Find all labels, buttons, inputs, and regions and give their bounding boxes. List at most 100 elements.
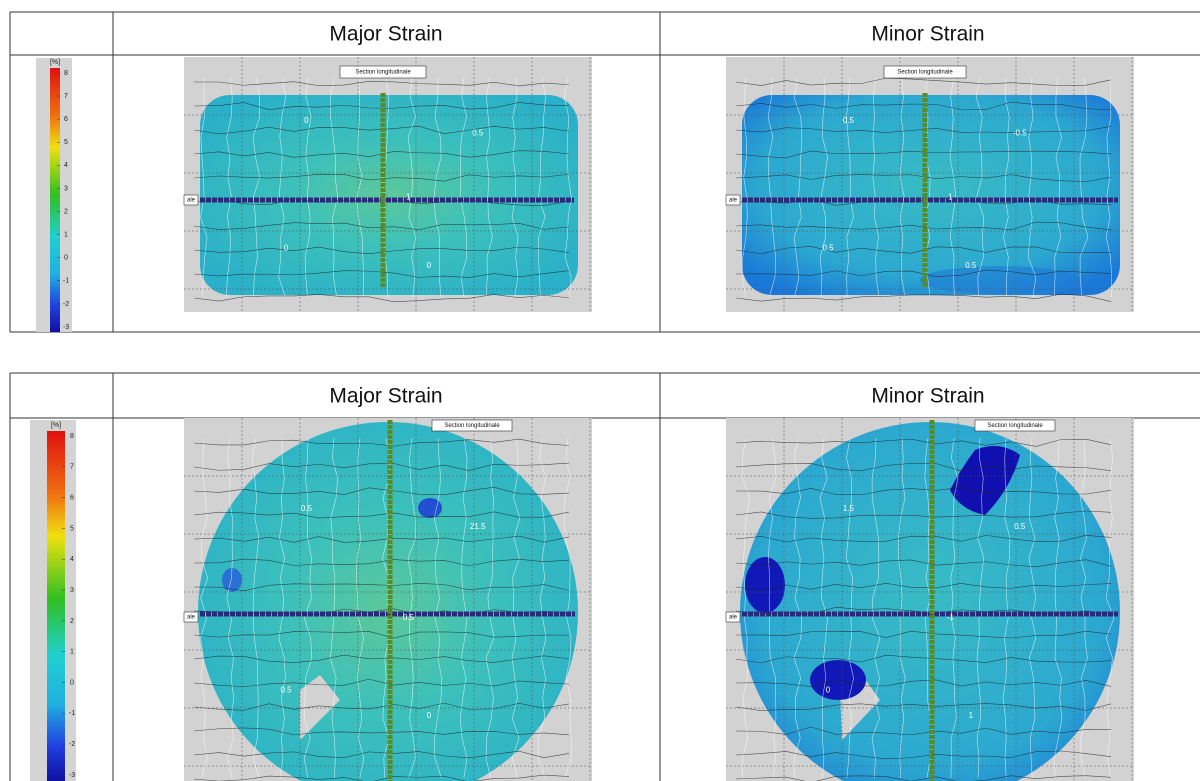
streamline — [193, 583, 570, 592]
streamline — [278, 76, 287, 298]
streamline — [537, 437, 547, 779]
streamline — [819, 437, 828, 779]
streamline — [193, 750, 570, 759]
colorbar-tick-label: -2 — [69, 741, 75, 748]
streamline — [193, 511, 570, 519]
contour-label: 0.5 — [822, 243, 834, 252]
colorbar-tick-label: 3 — [70, 587, 74, 594]
streamline — [193, 678, 570, 688]
streamline — [1053, 76, 1062, 298]
streamline — [767, 76, 776, 298]
cut-label: ale — [187, 198, 196, 204]
streamline — [1003, 76, 1010, 298]
colorbar-tick-label: 1 — [64, 231, 68, 238]
contour-label: 0 — [826, 685, 831, 694]
contour-label: 0.5 — [472, 129, 484, 138]
contour-label: 0.5 — [301, 504, 313, 513]
streamline — [735, 535, 1112, 543]
streamline — [735, 150, 1112, 159]
streamline — [200, 437, 209, 779]
colorbar-tick-label: 1 — [70, 649, 74, 656]
streamline — [1105, 437, 1115, 779]
colorbar-tick-label: 7 — [70, 464, 74, 471]
streamline — [899, 76, 906, 298]
colorbar-tick-label: 2 — [64, 208, 68, 215]
colorbar-tick-label: 5 — [64, 139, 68, 146]
colorbar-tick-label: -3 — [63, 324, 69, 331]
streamline — [193, 294, 570, 303]
section-label: Section longitudinale — [987, 423, 1043, 429]
streamline — [330, 76, 338, 298]
streamline — [193, 222, 570, 231]
label-box — [183, 194, 199, 206]
streamline — [735, 77, 1112, 87]
streamline — [741, 76, 748, 298]
streamline — [735, 726, 1112, 736]
contour-label: 0.5 — [403, 613, 415, 622]
streamline — [193, 702, 570, 711]
contour-label: 0 — [427, 261, 432, 270]
table-frame — [9, 11, 1200, 333]
contour-label: 21.5 — [470, 522, 486, 531]
cut-label: ale — [729, 615, 738, 621]
streamline — [735, 510, 1112, 519]
label-box — [431, 419, 513, 432]
contour-label: 0 — [304, 116, 309, 125]
streamline — [950, 437, 959, 779]
colorbar — [47, 431, 65, 781]
streamline — [1053, 437, 1063, 779]
streamline — [193, 438, 570, 447]
streamline — [871, 437, 881, 779]
streamline — [1079, 437, 1088, 779]
streamline — [485, 76, 493, 298]
colorbar-tick-label: 7 — [64, 93, 68, 100]
contour-label: 0.5 — [280, 685, 292, 694]
streamline — [735, 703, 1112, 711]
streamline — [735, 487, 1112, 496]
streamline — [846, 76, 854, 298]
colorbar-tick-label: 4 — [70, 556, 74, 563]
streamline — [563, 76, 572, 298]
streamline — [793, 76, 803, 298]
streamline — [193, 774, 570, 781]
colorbar-tick-label: 0 — [70, 679, 74, 686]
streamline — [193, 81, 570, 87]
colorbar-unit: [%] — [50, 59, 60, 66]
streamline — [898, 437, 906, 779]
contour-label: 1.5 — [843, 504, 855, 513]
section-label: Section longitudinale — [355, 70, 411, 76]
contour-label: 0.5 — [843, 116, 855, 125]
column-header: Minor Strain — [871, 385, 984, 408]
colorbar-tick-label: 2 — [70, 618, 74, 625]
colorbar — [50, 68, 60, 332]
streamline — [819, 76, 828, 298]
streamline — [735, 750, 1112, 760]
streamline — [735, 559, 1112, 568]
cut-label: ale — [729, 198, 738, 204]
cut-label: ale — [187, 615, 196, 621]
streamline — [278, 437, 286, 779]
label-box — [974, 419, 1056, 432]
colorbar-tick-label: -1 — [63, 278, 69, 285]
streamline — [193, 462, 570, 471]
streamline — [735, 654, 1112, 664]
column-header: Minor Strain — [871, 23, 984, 46]
streamline — [407, 76, 417, 298]
strain-map: 0.5 -0.5 1 0.5 0.5 — [726, 57, 1134, 312]
streamline — [1027, 76, 1037, 298]
streamline — [193, 246, 570, 254]
streamline — [735, 438, 1112, 447]
colorbar-tick-label: 6 — [70, 494, 74, 501]
streamline — [193, 727, 570, 736]
streamline — [949, 76, 957, 298]
colorbar-tick-label: -1 — [69, 710, 75, 717]
label-box — [183, 611, 199, 623]
column-header: Major Strain — [329, 23, 442, 46]
colorbar-tick-label: -3 — [69, 772, 75, 779]
streamline — [193, 654, 570, 663]
streamline — [303, 437, 313, 779]
contour-label: 1 — [406, 192, 411, 201]
streamline — [459, 76, 468, 298]
